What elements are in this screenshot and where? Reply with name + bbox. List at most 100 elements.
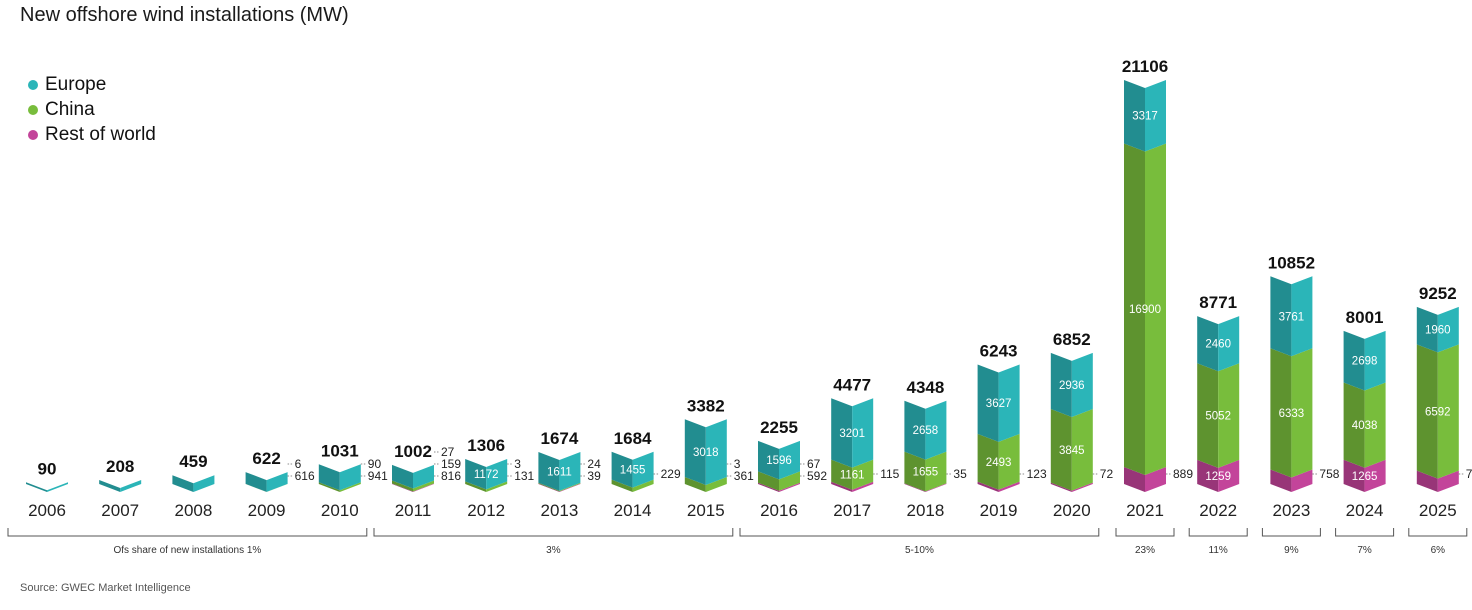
bar-segment-europe-right xyxy=(413,464,434,489)
bar-segment-china-left xyxy=(904,451,926,492)
bar-segment-rest-of-world-right xyxy=(779,482,800,492)
bar-segment-china-left xyxy=(392,480,413,492)
bar-segment-china-left xyxy=(1343,382,1365,468)
share-bracket xyxy=(1408,528,1468,537)
bar-group-2023 xyxy=(1270,276,1319,492)
total-label: 8001 xyxy=(1346,308,1384,327)
bar-segment-china-right xyxy=(632,479,654,492)
data-label-china: 90 xyxy=(368,457,382,471)
x-tick-label: 2018 xyxy=(906,501,944,520)
bar-segment-china-left xyxy=(1197,363,1219,468)
bar-segment-china-left xyxy=(1270,348,1292,478)
total-label: 208 xyxy=(106,457,134,476)
bar-segment-china-left xyxy=(758,471,779,491)
bar-segment-europe-right xyxy=(339,464,361,491)
x-tick-label: 2007 xyxy=(101,501,139,520)
total-label: 1306 xyxy=(467,436,505,455)
data-label-china: 5052 xyxy=(1205,411,1231,423)
bar-segment-rest-of-world-right xyxy=(925,483,947,492)
x-tick-label: 2012 xyxy=(467,501,505,520)
bar-segment-europe-left xyxy=(977,364,999,442)
bar-segment-rest-of-world-right xyxy=(413,483,434,492)
bar-segment-europe-right xyxy=(1218,316,1240,372)
x-tick-label: 2013 xyxy=(540,501,578,520)
bar-segment-china-left xyxy=(1416,344,1438,479)
bar-segment-europe-right xyxy=(120,480,142,492)
data-label-rest-of-world: 67 xyxy=(807,457,821,471)
x-tick-label: 2017 xyxy=(833,501,871,520)
bar-segment-rest-of-world-left xyxy=(1343,459,1365,492)
bar-group-2019 xyxy=(977,364,1026,492)
bar-group-2022 xyxy=(1197,316,1240,492)
data-label-rest-of-world: 35 xyxy=(953,467,967,481)
total-label: 1684 xyxy=(614,429,652,448)
data-label-europe: 1596 xyxy=(766,455,792,467)
bar-group-2021 xyxy=(1124,80,1172,492)
total-label: 8771 xyxy=(1199,293,1237,312)
share-bracket xyxy=(1115,528,1175,537)
data-label-rest-of-world: 889 xyxy=(1173,467,1193,481)
share-label: 11% xyxy=(1209,545,1228,556)
data-label-china: 39 xyxy=(587,469,601,483)
bar-group-2015 xyxy=(684,419,733,492)
x-tick-label: 2006 xyxy=(28,501,66,520)
bar-segment-china-right xyxy=(266,483,288,492)
data-label-europe: 3761 xyxy=(1279,311,1305,323)
bar-group-2011 xyxy=(392,451,440,492)
x-tick-label: 2014 xyxy=(614,501,652,520)
bar-segment-china-left xyxy=(538,482,560,492)
bar-segment-rest-of-world-right xyxy=(1071,482,1093,492)
bar-segment-china-right xyxy=(486,481,508,492)
data-label-rest-of-world: 3 xyxy=(734,457,741,471)
x-tick-label: 2020 xyxy=(1053,501,1091,520)
data-label-europe: 2936 xyxy=(1059,380,1085,392)
bar-segment-china-left xyxy=(611,479,633,492)
total-label: 1002 xyxy=(394,442,432,461)
chart-title: New offshore wind installations (MW) xyxy=(20,4,349,26)
data-label-china: 6 xyxy=(295,457,302,471)
bar-segment-rest-of-world-right xyxy=(1364,459,1386,492)
bar-segment-europe-left xyxy=(538,451,560,491)
legend-swatch-europe xyxy=(28,79,38,90)
bar-segment-europe-right xyxy=(47,482,68,492)
bar-segment-rest-of-world-right xyxy=(705,483,727,492)
x-tick-label: 2009 xyxy=(248,501,286,520)
x-tick-label: 2022 xyxy=(1199,501,1237,520)
data-label-rest-of-world: 24 xyxy=(587,457,601,471)
bar-segment-rest-of-world-right xyxy=(1437,470,1459,492)
data-label-china: 6333 xyxy=(1279,408,1305,420)
data-label-rest-of-world: 72 xyxy=(1100,467,1114,481)
bar-segment-china-right xyxy=(852,459,874,490)
total-label: 6243 xyxy=(980,341,1018,360)
bar-segment-europe-right xyxy=(852,398,874,468)
total-label: 9252 xyxy=(1419,284,1457,303)
legend-swatch-rest-of-world xyxy=(28,129,38,140)
source-note: Source: GWEC Market Intelligence xyxy=(20,582,191,594)
x-tick-label: 2015 xyxy=(687,501,725,520)
bar-segment-rest-of-world-left xyxy=(538,483,560,492)
data-label-china: 16900 xyxy=(1129,304,1161,316)
bar-segment-china-left xyxy=(684,477,706,492)
bar-segment-europe-left xyxy=(758,440,779,480)
bar-group-2008 xyxy=(172,475,215,492)
bar-group-2010 xyxy=(318,463,367,492)
data-label-europe: 2460 xyxy=(1205,339,1231,351)
data-label-europe: 3018 xyxy=(693,447,719,459)
bar-segment-rest-of-world-left xyxy=(465,483,487,492)
total-label: 6852 xyxy=(1053,330,1091,349)
data-label-europe: 1455 xyxy=(620,465,646,477)
data-label-europe: 3627 xyxy=(986,398,1012,410)
bar-segment-rest-of-world-left xyxy=(392,483,413,492)
share-label: 7% xyxy=(1357,545,1372,556)
bar-segment-europe-right xyxy=(559,451,581,491)
bar-segment-europe-left xyxy=(465,459,487,490)
bar-segment-rest-of-world-left xyxy=(1197,459,1219,492)
bar-segment-europe-right xyxy=(1071,352,1093,418)
data-label-china: 592 xyxy=(807,469,827,483)
bar-group-2018 xyxy=(904,400,953,492)
bar-segment-china-left xyxy=(1050,409,1072,491)
data-label-china: 2493 xyxy=(986,457,1012,469)
x-tick-label: 2021 xyxy=(1126,501,1164,520)
bar-segment-rest-of-world-right xyxy=(486,483,508,492)
